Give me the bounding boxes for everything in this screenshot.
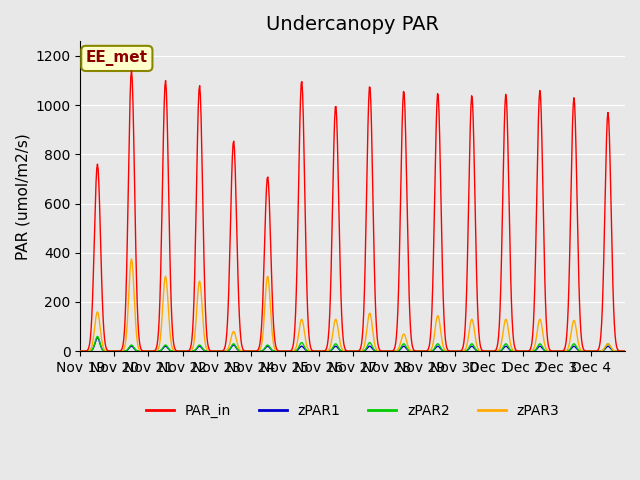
Legend: PAR_in, zPAR1, zPAR2, zPAR3: PAR_in, zPAR1, zPAR2, zPAR3 bbox=[140, 398, 565, 424]
Title: Undercanopy PAR: Undercanopy PAR bbox=[266, 15, 439, 34]
Text: EE_met: EE_met bbox=[86, 50, 148, 66]
Y-axis label: PAR (umol/m2/s): PAR (umol/m2/s) bbox=[15, 133, 30, 260]
